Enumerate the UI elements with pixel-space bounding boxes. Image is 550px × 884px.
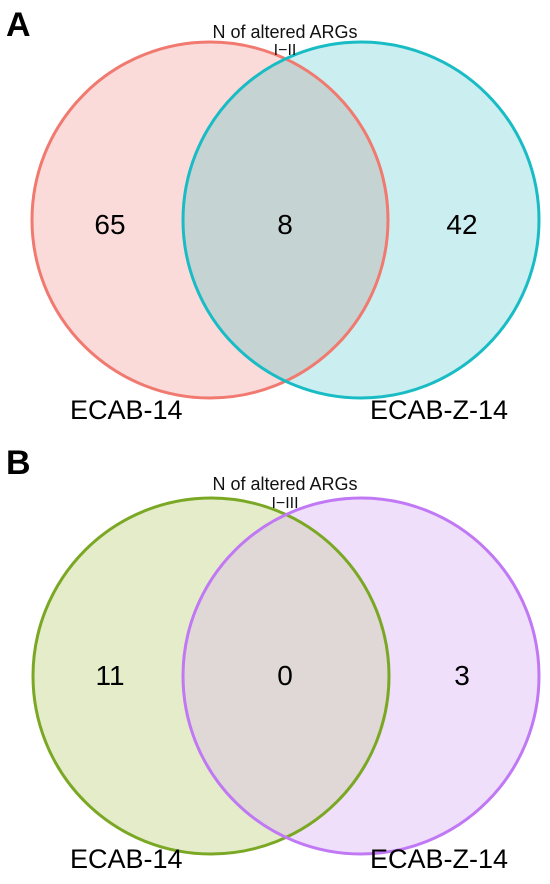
set-outline-left — [30, 40, 390, 400]
diagram-subtitle: I−III — [271, 495, 299, 512]
diagram-title: N of altered ARGs — [212, 22, 358, 42]
venn-panel-b: B N of altered ARGs I−III 11 0 3 ECAB-14… — [0, 440, 550, 884]
right-only-count: 42 — [446, 209, 478, 240]
set-outline-left — [31, 496, 391, 856]
overlap-region — [183, 498, 389, 854]
left-only-count: 11 — [95, 660, 125, 691]
set-outline-right — [181, 40, 541, 400]
overlap-region — [183, 42, 388, 398]
panel-letter: A — [6, 6, 31, 44]
panel-letter: B — [6, 444, 31, 482]
venn-diagram-b — [31, 496, 541, 856]
venn-diagram-a — [30, 40, 541, 400]
overlap-count: 8 — [277, 209, 293, 240]
set-outline-right — [181, 496, 541, 856]
set-label-right: ECAB-Z-14 — [370, 395, 509, 425]
set-label-left: ECAB-14 — [70, 395, 183, 425]
set-label-right: ECAB-Z-14 — [370, 844, 509, 874]
diagram-subtitle: I−II — [273, 42, 297, 59]
diagram-title: N of altered ARGs — [212, 474, 358, 494]
right-only-count: 3 — [454, 660, 470, 691]
left-only-count: 65 — [94, 209, 126, 240]
overlap-count: 0 — [277, 660, 293, 691]
venn-panel-a: A N of altered ARGs I−II 65 8 42 ECAB-14… — [0, 0, 550, 440]
set-label-left: ECAB-14 — [70, 844, 183, 874]
